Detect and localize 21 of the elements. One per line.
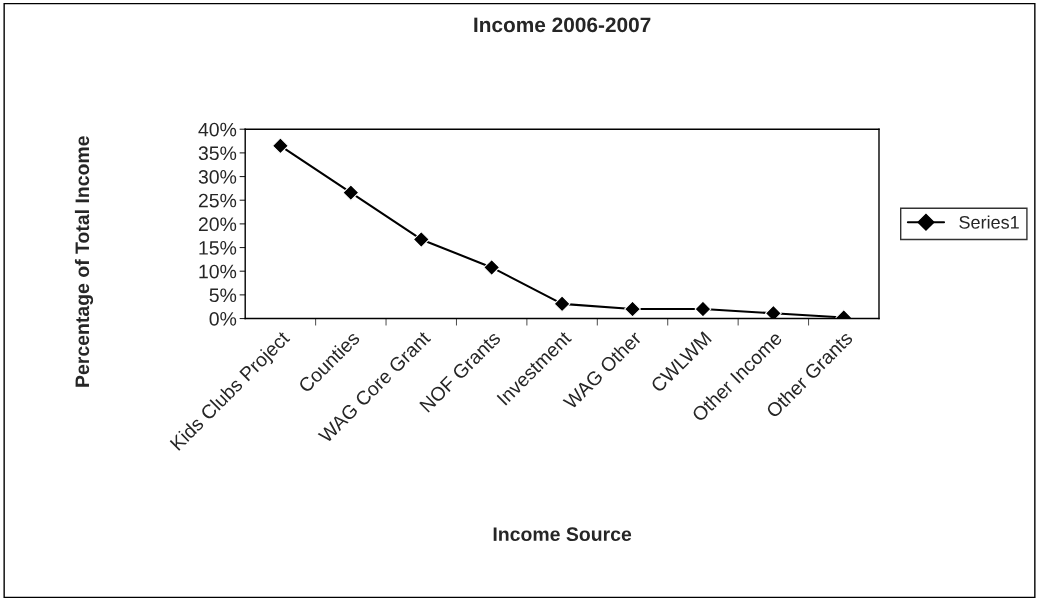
point	[764, 304, 782, 319]
y-tick-label: 40%	[198, 122, 237, 137]
point	[624, 300, 641, 318]
y-tick-label: 0%	[209, 312, 237, 326]
y-tick-label: 30%	[198, 170, 237, 184]
y-tick-label: 15%	[199, 241, 237, 255]
y-tick-label: 35%	[198, 146, 237, 161]
y-axis-title: Percentage of Total Income	[74, 136, 94, 387]
y-tick-label: 10%	[199, 264, 237, 279]
point	[342, 184, 360, 202]
chart-title: Income 2006-2007	[474, 17, 651, 33]
y-tick-label: 20%	[198, 217, 237, 232]
point	[694, 300, 712, 318]
legend-label: Series1	[959, 215, 1019, 229]
y-tick-label: 25%	[198, 193, 237, 208]
x-axis-title: Income Source	[493, 527, 632, 542]
point	[272, 137, 289, 155]
point	[483, 259, 501, 276]
y-tick-label: 5%	[209, 288, 237, 303]
point	[553, 295, 571, 313]
point	[412, 231, 430, 248]
